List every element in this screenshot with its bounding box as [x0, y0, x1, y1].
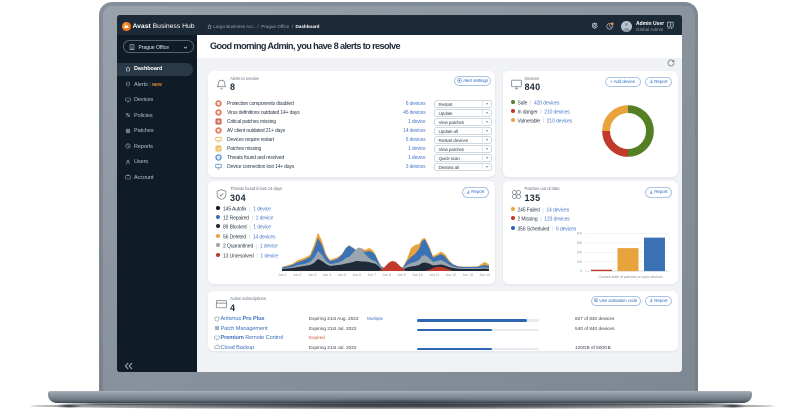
svg-text:100: 100	[577, 260, 582, 264]
svg-text:400: 400	[577, 232, 582, 236]
svg-text:300: 300	[577, 241, 582, 245]
svg-text:0: 0	[580, 269, 582, 273]
svg-text:200: 200	[577, 250, 582, 254]
